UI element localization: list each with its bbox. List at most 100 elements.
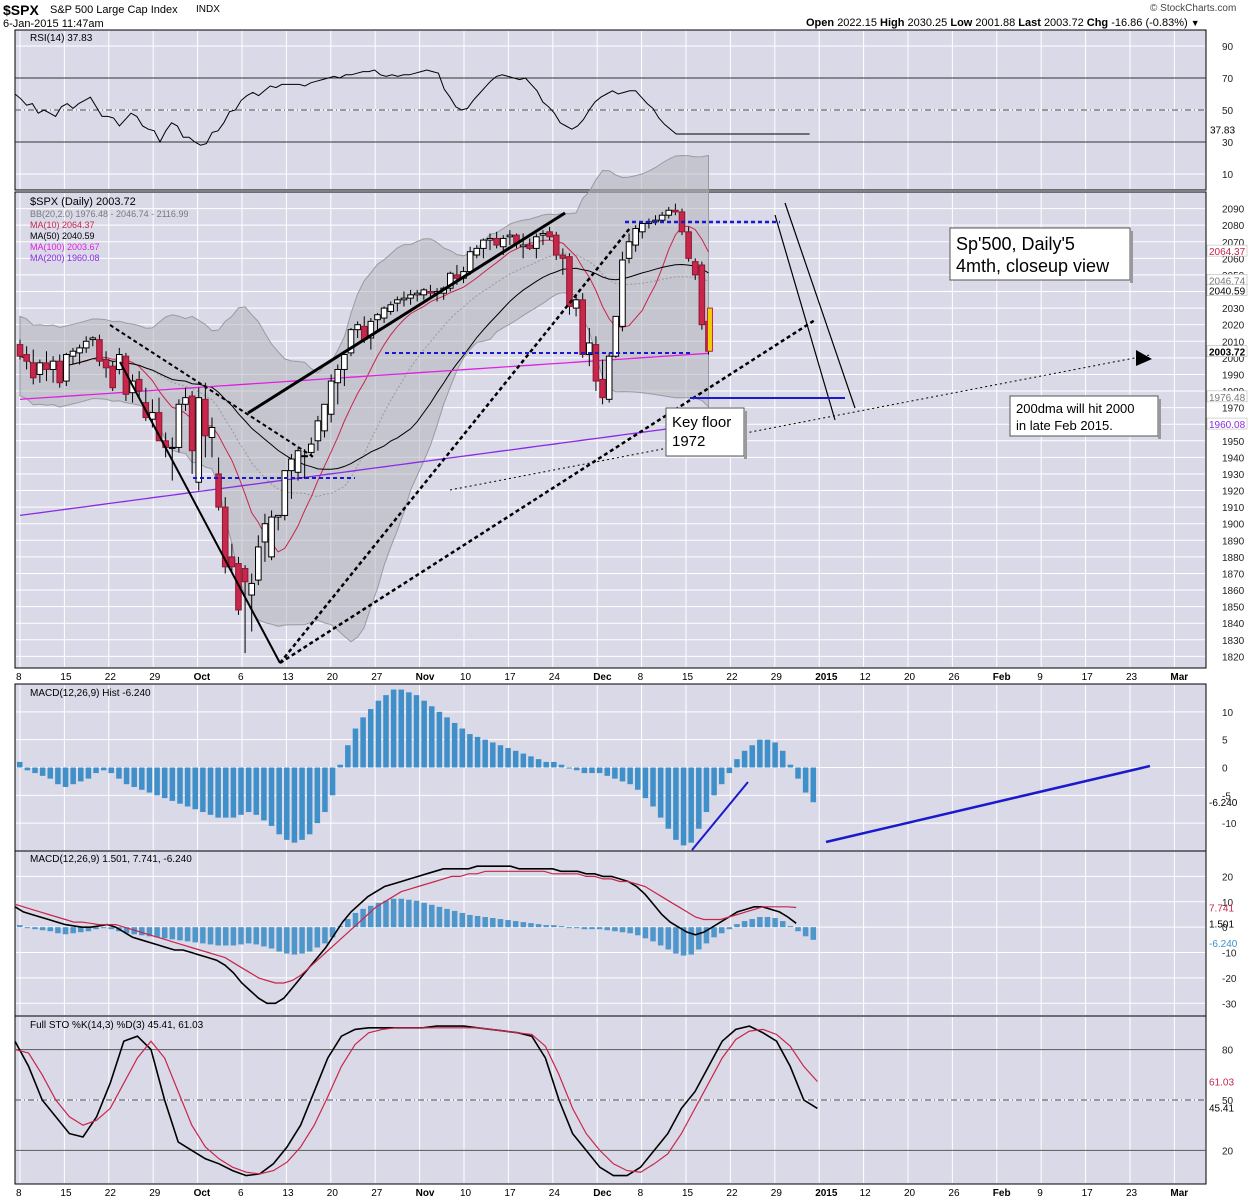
macd-panel-hist-bar xyxy=(375,902,382,928)
macd-panel-hist-bar xyxy=(154,927,160,938)
macd-hist-bar xyxy=(642,767,649,799)
macd-panel-hist-bar xyxy=(757,917,763,928)
x-axis-label-bottom: 8 xyxy=(16,1188,22,1199)
macd-hist-bar xyxy=(566,767,572,769)
macd-panel-hist-bar xyxy=(589,927,595,930)
macd-panel-hist-bar xyxy=(284,927,290,954)
macd-hist-bar xyxy=(734,759,740,768)
x-axis-label-bottom: Oct xyxy=(194,1188,211,1199)
trendline-support-rise xyxy=(279,318,816,665)
y-tick-label-price: 1900 xyxy=(1222,520,1245,531)
macd-panel-hist-bar xyxy=(566,927,572,929)
candle xyxy=(665,209,673,216)
x-axis-label-bottom: 8 xyxy=(638,1188,644,1199)
macd-panel-hist-bar xyxy=(253,927,260,945)
macd-hist-bar xyxy=(215,767,221,818)
price-legend-entry: MA(200) 1960.08 xyxy=(30,253,100,263)
macd-panel-hist-bar xyxy=(367,905,374,928)
watermark: © StockCharts.com xyxy=(1150,3,1237,14)
candle xyxy=(188,395,196,452)
y-tick-label-price: 2010 xyxy=(1222,337,1245,348)
candle xyxy=(685,231,692,259)
price-legend-entry: MA(10) 2064.37 xyxy=(30,220,95,230)
macd-panel-hist-bar xyxy=(169,927,176,940)
macd-panel-hist-bar xyxy=(482,917,488,928)
macd-hist-bar xyxy=(108,767,115,774)
macd-hist-bar xyxy=(726,767,733,774)
x-axis-label-top: Feb xyxy=(993,672,1011,683)
price-right-label-box xyxy=(1206,390,1248,403)
macd-panel-hist-bar xyxy=(276,927,282,952)
y-tick-label-macd: 0 xyxy=(1222,923,1228,934)
macd-panel-hist-bar xyxy=(200,927,206,944)
macd-hist-bar xyxy=(589,767,595,774)
macd-panel-hist-bar xyxy=(93,927,99,930)
candle xyxy=(347,329,355,354)
macd-panel-hist-bar xyxy=(528,923,534,928)
candle xyxy=(367,320,375,339)
last-value: 2003.72 xyxy=(1043,17,1084,29)
macd-panel-hist-bar xyxy=(24,927,31,929)
floor-annotation-line1: Key floor xyxy=(672,414,731,431)
macd-hist-bar xyxy=(718,767,725,785)
y-tick-label-rsi: 30 xyxy=(1222,138,1234,149)
macd-series-signal xyxy=(14,870,797,984)
candle xyxy=(334,368,342,384)
macd-hist-bar xyxy=(238,767,244,815)
macd-panel-hist-bar xyxy=(184,927,191,942)
candle xyxy=(248,582,255,596)
price-right-label: 2064.37 xyxy=(1209,247,1246,258)
candle xyxy=(552,234,560,256)
macd-hist-bar xyxy=(543,761,549,768)
candle xyxy=(572,299,580,309)
candle xyxy=(314,420,322,442)
candle xyxy=(506,234,514,238)
candle xyxy=(480,239,487,249)
x-axis-label-bottom: 6 xyxy=(238,1188,244,1199)
y-tick-label-price: 1860 xyxy=(1222,586,1245,597)
x-axis-label-top: 26 xyxy=(948,672,960,683)
macd-hist-bar xyxy=(253,767,260,815)
candle xyxy=(526,244,534,249)
header-date: 6-Jan-2015 11:47am xyxy=(3,18,104,30)
macd-hist-bar xyxy=(207,767,214,815)
macd-legend: MACD(12,26,9) 1.501, 7.741, -6.240 xyxy=(30,854,192,865)
x-axis-label-top: 20 xyxy=(904,672,916,683)
macd-hist-bar xyxy=(474,736,481,768)
trendline-long-dotted xyxy=(449,354,1151,491)
price-right-label-box xyxy=(1206,244,1248,257)
macd-panel-hist-bar xyxy=(123,927,130,934)
macd-hist-bar xyxy=(696,767,702,829)
macd-hist-bar xyxy=(787,764,794,768)
price-right-label: 2003.72 xyxy=(1209,348,1246,359)
macd-hist-bar xyxy=(635,767,641,790)
macd-hist-bar xyxy=(558,764,565,768)
macd-hist-bar xyxy=(70,767,76,785)
macd-panel-hist-bar xyxy=(764,917,771,928)
title-annotation-box xyxy=(949,227,1131,281)
macd-hist-bar xyxy=(314,767,321,824)
x-axis-label-top: 22 xyxy=(105,672,117,683)
low-value: 2001.88 xyxy=(975,17,1016,29)
macd-hist-bar xyxy=(245,767,252,813)
chg-label: Chg xyxy=(1086,17,1109,29)
y-tick-label-price: 1920 xyxy=(1222,487,1245,498)
macd-hist-bar xyxy=(680,767,687,846)
title-annotation-line1: Sp'500, Daily'5 xyxy=(956,234,1075,254)
candle xyxy=(268,516,275,558)
macd-hist-bar xyxy=(711,767,717,796)
macd-panel-hist-bar xyxy=(78,927,84,933)
candle xyxy=(420,289,428,296)
y-tick-label-sto: 80 xyxy=(1222,1046,1234,1057)
y-tick-label-price: 1910 xyxy=(1222,503,1245,514)
low-label: Low xyxy=(950,17,973,29)
candle xyxy=(76,347,83,354)
trendline-descending-dotted xyxy=(109,324,316,459)
macd-hist-bar xyxy=(93,767,99,774)
macd-hist-bar xyxy=(612,767,618,779)
open-value: 2022.15 xyxy=(837,17,877,29)
y-tick-label-price: 1890 xyxy=(1222,536,1245,547)
dma-annotation-shadow xyxy=(1158,399,1161,439)
macd-panel-hist-bar xyxy=(741,921,748,928)
x-axis-label-bottom: 13 xyxy=(282,1188,294,1199)
